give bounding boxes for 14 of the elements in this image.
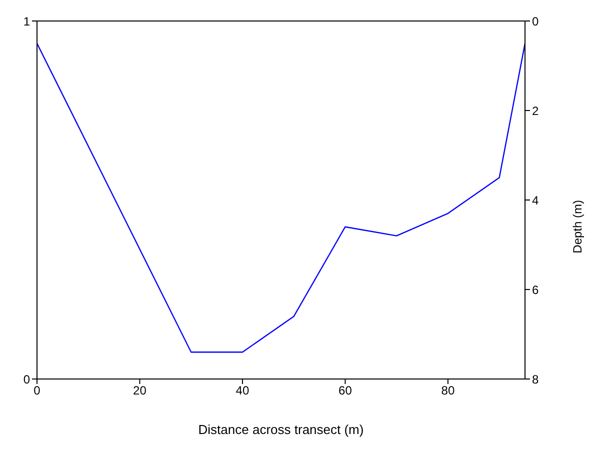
x-tick-label: 20 (133, 384, 147, 398)
y2-tick-label: 2 (532, 104, 539, 118)
y2-tick-label: 6 (532, 282, 539, 297)
x-tick-label: 40 (236, 384, 250, 398)
x-axis-title: Distance across transect (m) (198, 422, 364, 437)
y-tick-label: 1 (23, 14, 30, 28)
x-tick-label: 0 (34, 384, 41, 398)
y2-tick-label: 8 (532, 372, 539, 386)
x-tick-label: 60 (338, 384, 352, 398)
y2-tick-label: 0 (532, 14, 539, 28)
y2-axis-title: Depth (m) (570, 200, 584, 254)
y2-tick-label: 4 (532, 193, 539, 208)
line-series (37, 42, 525, 353)
x-tick-label: 80 (441, 384, 455, 398)
